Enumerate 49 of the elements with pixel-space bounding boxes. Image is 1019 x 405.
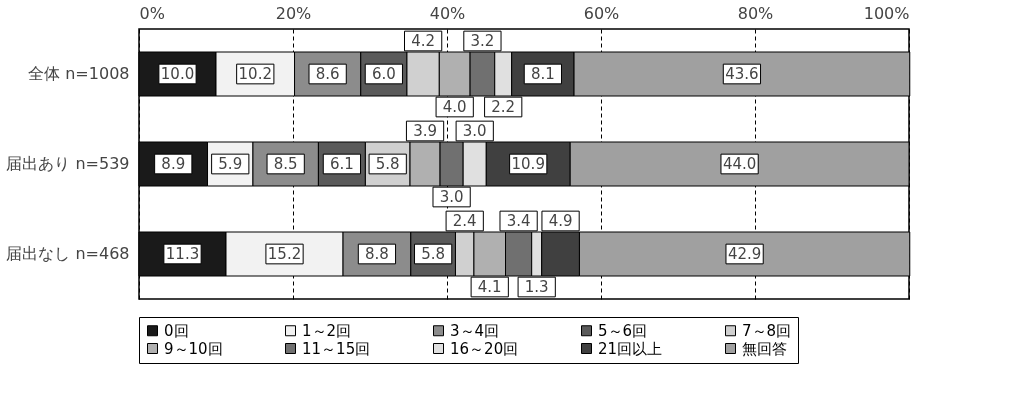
data-label: 43.6 bbox=[725, 65, 759, 83]
legend-label: 9～10回 bbox=[164, 339, 223, 358]
x-tick-label: 100% bbox=[863, 3, 910, 23]
data-label: 44.0 bbox=[722, 155, 757, 173]
data-label: 3.9 bbox=[413, 122, 437, 140]
y-tick-label: 届出なし n=468 bbox=[6, 244, 130, 263]
data-label: 8.1 bbox=[530, 65, 555, 83]
legend-label: 5～6回 bbox=[598, 321, 648, 340]
data-label: 8.6 bbox=[315, 65, 340, 83]
data-label: 42.9 bbox=[727, 245, 762, 263]
legend-label: 7～8回 bbox=[742, 321, 792, 340]
legend-label: 無回答 bbox=[742, 339, 787, 358]
data-label: 10.2 bbox=[238, 65, 272, 83]
data-label: 3.2 bbox=[470, 32, 495, 50]
data-label: 4.9 bbox=[548, 212, 573, 230]
data-label: 8.5 bbox=[273, 155, 298, 173]
data-label: 4.1 bbox=[477, 278, 502, 296]
legend-label: 0回 bbox=[164, 321, 189, 340]
y-tick-label: 全体 n=1008 bbox=[28, 64, 130, 83]
x-tick-label: 40% bbox=[429, 3, 466, 23]
legend-label: 3～4回 bbox=[450, 321, 500, 340]
legend-label: 21回以上 bbox=[598, 339, 663, 358]
data-label: 2.2 bbox=[491, 98, 516, 116]
x-tick-label: 20% bbox=[275, 3, 312, 23]
data-label: 6.0 bbox=[371, 65, 396, 83]
data-label: 8.8 bbox=[365, 245, 389, 263]
x-tick-label: 0% bbox=[139, 3, 165, 23]
x-tick-label: 80% bbox=[737, 3, 774, 23]
legend-label: 16～20回 bbox=[450, 339, 519, 358]
data-label: 10.0 bbox=[160, 65, 195, 83]
data-label: 10.9 bbox=[511, 155, 545, 173]
legend-label: 11～15回 bbox=[302, 339, 371, 358]
data-label: 6.1 bbox=[329, 155, 354, 173]
data-label: 5.9 bbox=[218, 155, 243, 173]
x-tick-label: 60% bbox=[583, 3, 620, 23]
data-label: 3.0 bbox=[462, 122, 487, 140]
data-label: 4.2 bbox=[411, 32, 436, 50]
legend-label: 1～2回 bbox=[302, 321, 352, 340]
data-label: 3.0 bbox=[439, 188, 464, 206]
data-label: 8.9 bbox=[161, 155, 186, 173]
data-label: 3.4 bbox=[506, 212, 531, 230]
data-label: 1.3 bbox=[524, 278, 549, 296]
data-label: 4.0 bbox=[442, 98, 467, 116]
data-label: 5.8 bbox=[375, 155, 400, 173]
data-label: 5.8 bbox=[421, 245, 446, 263]
data-label: 11.3 bbox=[165, 245, 200, 263]
data-label: 15.2 bbox=[267, 245, 302, 263]
data-label: 2.4 bbox=[452, 212, 477, 230]
y-tick-label: 届出あり n=539 bbox=[6, 154, 130, 173]
